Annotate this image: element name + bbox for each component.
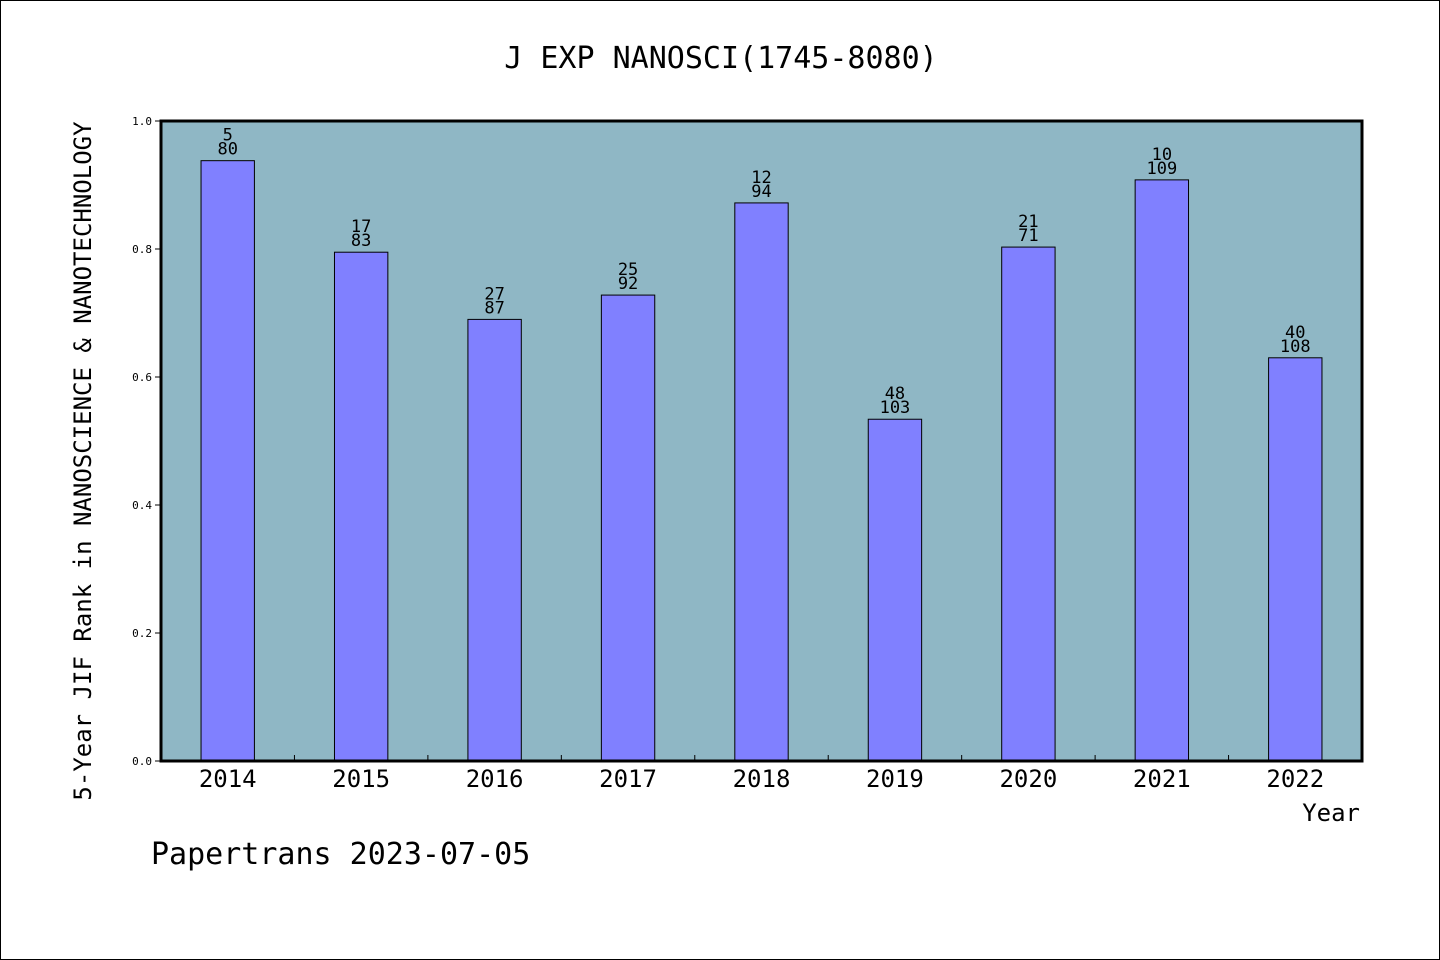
footer-credit: Papertrans 2023-07-05 <box>151 837 530 872</box>
bar-rank-label: 10 <box>1152 145 1172 165</box>
y-tick-label: 0.2 <box>132 627 152 640</box>
bar-total-label: 103 <box>880 398 911 418</box>
chart-title: J EXP NANOSCI(1745-8080) <box>504 41 937 76</box>
bar-total-label: 108 <box>1280 337 1311 357</box>
bar-total-label: 71 <box>1018 226 1038 246</box>
x-axis-label: Year <box>1302 799 1360 827</box>
y-tick-label: 1.0 <box>132 115 152 128</box>
bar <box>1134 179 1190 762</box>
bar-rank-label: 40 <box>1285 323 1305 343</box>
bar <box>1268 357 1323 762</box>
y-tick-label: 0.4 <box>132 499 152 512</box>
bar-rank-label: 17 <box>351 217 371 237</box>
bar-rank-label: 48 <box>885 384 905 404</box>
bar <box>867 418 923 762</box>
x-tick-label: 2017 <box>599 765 657 793</box>
bar <box>734 202 789 762</box>
x-tick-label: 2016 <box>466 765 524 793</box>
plot-frame <box>159 119 1364 763</box>
bar-rank-label: 12 <box>751 168 771 188</box>
x-tick-label: 2021 <box>1133 765 1191 793</box>
x-tick-label: 2019 <box>866 765 924 793</box>
bar-rank-label: 21 <box>1018 212 1038 232</box>
bar-rank-label: 5 <box>223 126 233 146</box>
x-tick-label: 2018 <box>733 765 791 793</box>
bar-total-label: 83 <box>351 231 371 251</box>
bar-rank-label: 27 <box>484 284 504 304</box>
bar <box>1001 246 1056 762</box>
x-tick-label: 2015 <box>332 765 390 793</box>
bar-total-label: 109 <box>1146 159 1177 179</box>
bar-total-label: 92 <box>618 274 638 294</box>
bars <box>200 160 1323 762</box>
x-tick-label: 2022 <box>1266 765 1324 793</box>
bar-total-label: 80 <box>217 140 237 160</box>
y-tick-label: 0.0 <box>132 755 152 768</box>
x-tick-label: 2014 <box>199 765 257 793</box>
bar-total-label: 87 <box>484 298 504 318</box>
y-tick-label: 0.8 <box>132 243 152 256</box>
y-tick-label: 0.6 <box>132 371 152 384</box>
y-axis: 0.0 0.2 0.4 0.6 0.8 1.0 <box>132 115 161 768</box>
bar <box>333 251 389 762</box>
bar <box>200 160 255 762</box>
x-axis: 2014 2015 2016 2017 2018 2019 2020 2021 2022 <box>199 755 1324 793</box>
bar-rank-label: 25 <box>618 260 638 280</box>
bar <box>467 318 522 762</box>
x-tick-label: 2020 <box>999 765 1057 793</box>
y-axis-label: 5-Year JIF Rank in NANOSCIENCE & NANOTEC… <box>69 121 97 801</box>
bar <box>600 294 656 762</box>
bar-total-label: 94 <box>751 182 771 202</box>
